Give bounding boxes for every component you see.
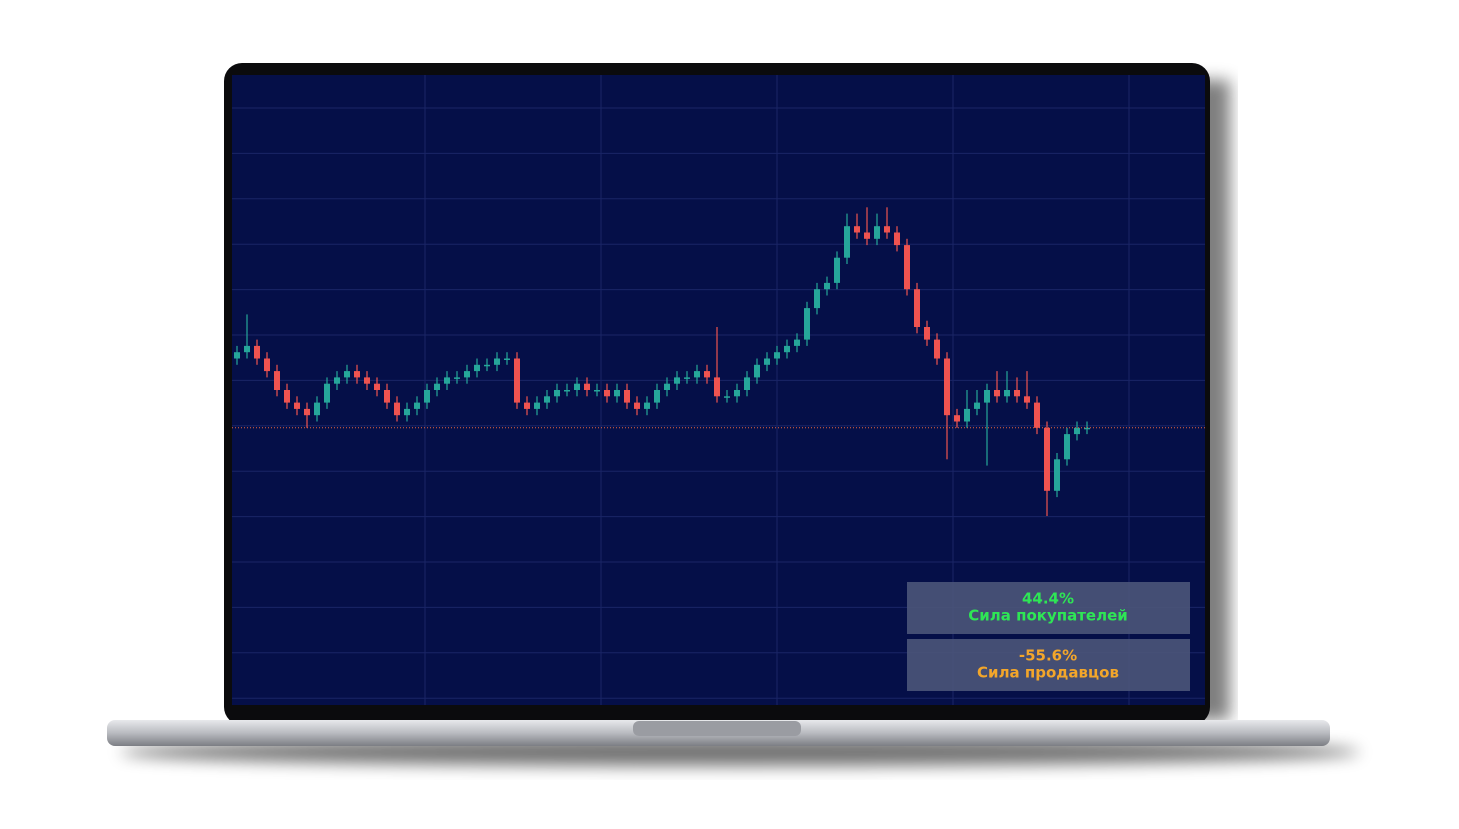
candle-body xyxy=(944,358,950,416)
candle-body xyxy=(264,358,270,372)
candle-body xyxy=(474,364,480,372)
indicator-box xyxy=(907,582,1190,634)
candle-body xyxy=(444,377,450,384)
candle-body xyxy=(804,308,810,340)
candle-body xyxy=(684,377,690,379)
candle-body xyxy=(764,358,770,365)
candle-body xyxy=(714,377,720,397)
candle-body xyxy=(754,364,760,378)
candle-body xyxy=(414,402,420,409)
candle-body xyxy=(904,245,910,290)
candle-body xyxy=(694,371,700,378)
candle-body xyxy=(334,377,340,384)
candle-body xyxy=(834,257,840,283)
candle-body xyxy=(514,358,520,403)
indicator-label: Сила покупателей xyxy=(968,607,1128,625)
indicator-value: -55.6% xyxy=(1019,647,1077,665)
candle-body xyxy=(954,415,960,422)
candle-body xyxy=(924,327,930,340)
candle-body xyxy=(524,402,530,409)
candle-body xyxy=(664,383,670,390)
candle-body xyxy=(1034,402,1040,428)
candle-body xyxy=(314,402,320,416)
candle-body xyxy=(274,371,280,390)
candle-body xyxy=(794,339,800,346)
candle-body xyxy=(1054,459,1060,491)
candle-body xyxy=(1084,427,1090,430)
candle-body xyxy=(854,226,860,233)
candle-body xyxy=(294,402,300,409)
candle-body xyxy=(574,383,580,390)
candle-body xyxy=(284,390,290,403)
candle-body xyxy=(1024,396,1030,403)
candle-body xyxy=(1074,427,1080,435)
candle-body xyxy=(864,232,870,239)
candle-body xyxy=(374,383,380,390)
candle-body xyxy=(824,282,830,290)
candle-body xyxy=(1064,434,1070,460)
candle-body xyxy=(344,371,350,378)
candle-body xyxy=(934,339,940,359)
candle-body xyxy=(724,396,730,398)
candle-body xyxy=(354,371,360,378)
candle-body xyxy=(584,383,590,390)
candle-body xyxy=(844,226,850,258)
candle-body xyxy=(884,226,890,233)
candle-body xyxy=(964,408,970,422)
candle-body xyxy=(914,289,920,327)
candle-body xyxy=(1004,390,1010,397)
indicator-value: 44.4% xyxy=(1022,590,1074,608)
candle-body xyxy=(434,383,440,390)
candle-body xyxy=(814,289,820,309)
candle-body xyxy=(324,383,330,403)
indicators: 44.4%Сила покупателей -55.6%Сила продавцо… xyxy=(907,582,1190,691)
candle-body xyxy=(424,390,430,403)
notch xyxy=(633,721,801,736)
candle-body xyxy=(394,402,400,416)
candle-body xyxy=(404,408,410,416)
candle-body xyxy=(784,345,790,353)
candle-body xyxy=(454,377,460,379)
candle-body xyxy=(1014,390,1020,397)
candle-body xyxy=(484,364,490,367)
candle-body xyxy=(674,377,680,384)
candle-body xyxy=(1044,427,1050,491)
candle-body xyxy=(504,358,510,360)
candle-body xyxy=(594,390,600,392)
candle-body xyxy=(534,402,540,409)
candle-body xyxy=(614,390,620,397)
candle-body xyxy=(774,352,780,359)
indicator-label: Сила продавцов xyxy=(977,664,1119,682)
candle-body xyxy=(874,226,880,239)
candle-body xyxy=(984,390,990,403)
candle-body xyxy=(304,408,310,416)
candle-body xyxy=(744,377,750,390)
candle-body xyxy=(364,377,370,384)
plot xyxy=(232,207,1205,516)
candle-body xyxy=(654,390,660,403)
candle-body xyxy=(734,390,740,397)
indicator-box xyxy=(907,639,1190,691)
candle-body xyxy=(644,402,650,409)
candle-body xyxy=(554,390,560,397)
candle-body xyxy=(564,390,570,392)
candle-body xyxy=(244,345,250,353)
candle-body xyxy=(634,402,640,409)
candle-body xyxy=(894,232,900,246)
candle-body xyxy=(544,396,550,403)
candle-body xyxy=(604,390,610,397)
candle-body xyxy=(704,371,710,378)
candle-body xyxy=(464,371,470,378)
candle-body xyxy=(624,390,630,403)
candle-body xyxy=(254,345,260,359)
candle-body xyxy=(494,358,500,365)
candle-body xyxy=(234,352,240,359)
candle-body xyxy=(384,390,390,403)
candle-body xyxy=(974,402,980,409)
candle-body xyxy=(994,390,1000,397)
